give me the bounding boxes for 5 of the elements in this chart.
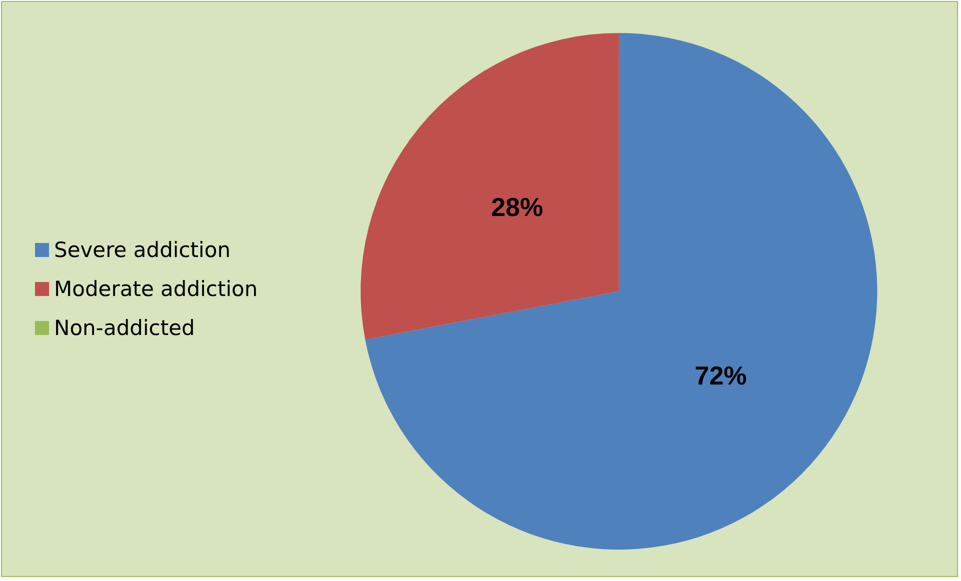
legend-label: Non-addicted: [54, 316, 195, 340]
data-label: 28%: [491, 192, 544, 222]
legend-label: Severe addiction: [54, 238, 231, 262]
legend-label: Moderate addiction: [54, 277, 258, 301]
data-label: 72%: [694, 360, 747, 391]
